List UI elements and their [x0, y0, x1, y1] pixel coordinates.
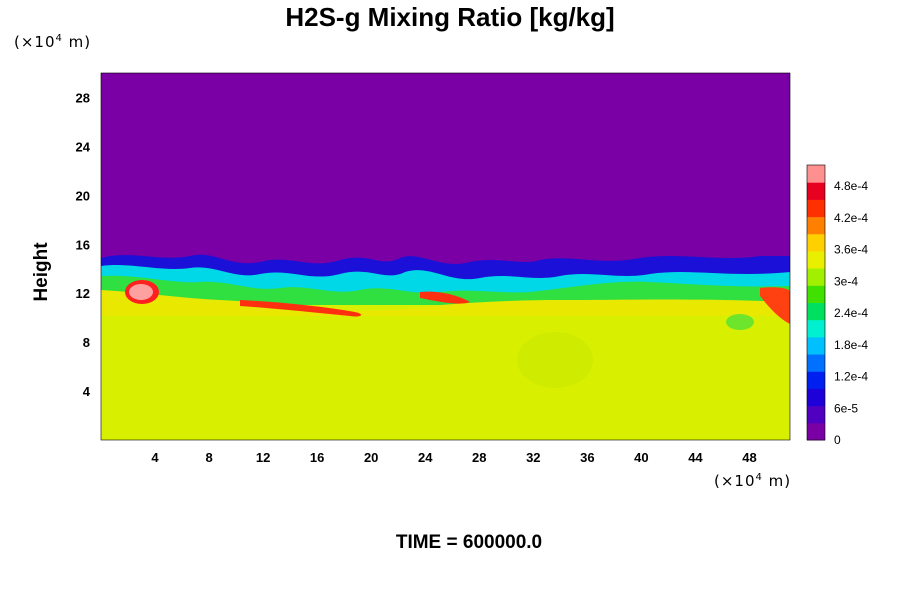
y-tick-label: 8: [83, 335, 90, 350]
heatmap-field: [101, 73, 790, 440]
colorbar-swatch: [807, 268, 825, 286]
red-streak: [420, 291, 470, 304]
colorbar-label: 1.8e-4: [834, 338, 868, 352]
x-tick-label: 4: [151, 450, 159, 465]
colorbar-swatch: [807, 250, 825, 269]
y-tick-label: 20: [76, 188, 90, 203]
colorbar-label: 3.6e-4: [834, 243, 868, 257]
colorbar-swatch: [807, 233, 825, 252]
colorbar-swatch: [807, 336, 825, 355]
mixing-band-green: [101, 275, 790, 305]
colorbar-swatch: [807, 405, 825, 424]
colorbar-swatch: [807, 285, 825, 303]
colorbar-label: 0: [834, 433, 841, 447]
x-tick-labels: 4 8 12 16 20 24 28 32 36 40 44 48: [151, 450, 756, 465]
colorbar-label: 4.8e-4: [834, 179, 868, 193]
colorbar-swatch: [807, 371, 825, 389]
colorbar-label: 2.4e-4: [834, 306, 868, 320]
lower-region-eddy: [517, 332, 593, 388]
x-tick-label: 48: [742, 450, 756, 465]
x-tick-label: 8: [205, 450, 212, 465]
colorbar-label: 3e-4: [834, 274, 858, 288]
colorbar-swatch: [807, 216, 825, 235]
y-tick-label: 16: [76, 237, 90, 252]
x-tick-label: 12: [256, 450, 270, 465]
colorbar-frame: [806, 164, 826, 441]
colorbar-swatch: [807, 165, 825, 183]
x-tick-label: 20: [364, 450, 378, 465]
colorbar-labels: 0 6e-5 1.2e-4 1.8e-4 2.4e-4 3e-4 3.6e-4 4.2e-4 4…: [834, 179, 868, 447]
colorbar-swatch: [807, 422, 825, 441]
red-streak: [240, 300, 362, 317]
x-tick-label: 44: [688, 450, 703, 465]
colorbar-swatch: [807, 182, 825, 200]
colorbar-label: 6e-5: [834, 401, 858, 415]
lower-region: [101, 300, 790, 440]
high-concentration-core: [129, 284, 153, 300]
plot-frame: [100, 72, 791, 441]
x-tick-label: 32: [526, 450, 540, 465]
colorbar-swatch: [807, 302, 825, 321]
colorbar-label: 4.2e-4: [834, 211, 868, 225]
colorbar-swatch: [807, 319, 825, 338]
colorbar-label: 1.2e-4: [834, 370, 868, 384]
x-tick-label: 16: [310, 450, 324, 465]
y-tick-label: 28: [76, 90, 90, 105]
mixing-band-yellow: [101, 290, 790, 316]
x-tick-label: 40: [634, 450, 648, 465]
colorbar-swatch: [807, 388, 825, 407]
y-tick-label: 24: [76, 139, 91, 154]
colorbar-swatch: [807, 354, 825, 372]
x-tick-label: 36: [580, 450, 594, 465]
red-streak: [760, 287, 790, 324]
colorbar-swatch: [807, 199, 825, 218]
y-tick-label: 12: [76, 286, 90, 301]
x-tick-label: 28: [472, 450, 486, 465]
lower-region-eddy: [726, 314, 754, 330]
y-axis-unit: (×104 m): [14, 33, 92, 51]
y-tick-label: 4: [83, 384, 91, 399]
x-axis-unit: (×104 m): [714, 472, 792, 490]
colorbar: [806, 164, 826, 441]
x-tick-label: 24: [418, 450, 433, 465]
chart-title: H2S-g Mixing Ratio [kg/kg]: [285, 2, 615, 32]
y-tick-labels: 4 8 12 16 20 24 28: [76, 90, 91, 399]
time-label: TIME = 600000.0: [395, 532, 543, 553]
